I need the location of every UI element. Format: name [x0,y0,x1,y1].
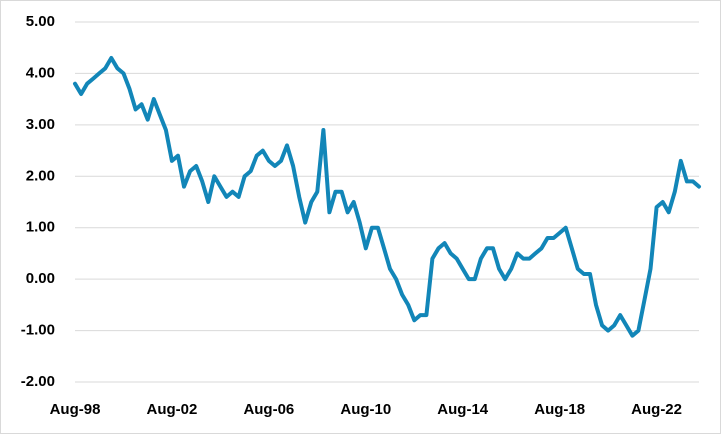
x-tick-label: Aug-02 [147,401,198,418]
y-tick-label: 3.00 [26,116,55,133]
y-tick-label: 0.00 [26,270,55,287]
y-tick-label: 1.00 [26,219,55,236]
x-tick-label: Aug-14 [437,401,488,418]
x-tick-label: Aug-06 [243,401,294,418]
data-line [73,56,701,338]
x-tick-label: Aug-98 [50,401,101,418]
y-tick-label: 4.00 [26,64,55,81]
y-tick-label: -1.00 [21,322,55,339]
y-tick-label: 5.00 [26,13,55,30]
y-tick-label: -2.00 [21,373,55,390]
x-tick-label: Aug-22 [631,401,682,418]
y-tick-label: 2.00 [26,167,55,184]
x-tick-label: Aug-10 [340,401,391,418]
x-tick-label: Aug-18 [534,401,585,418]
